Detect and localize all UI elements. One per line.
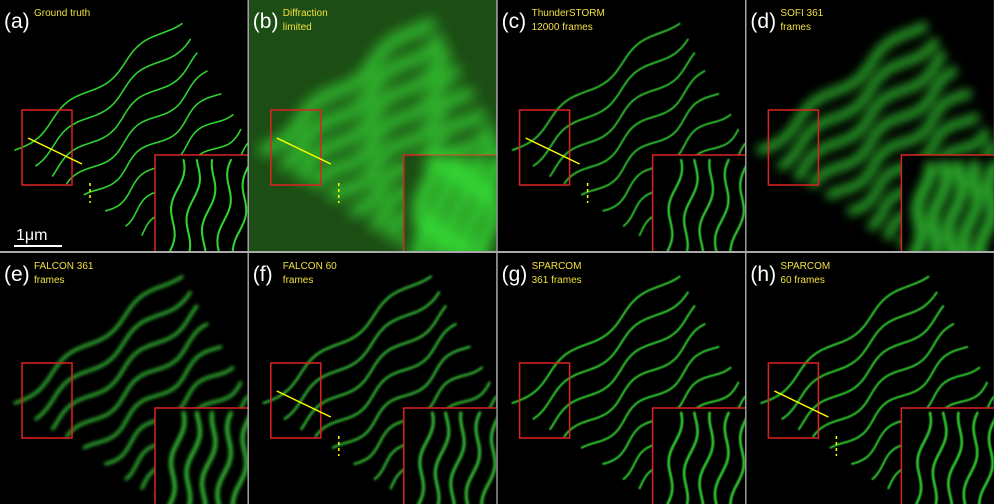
zoom-inset: [653, 155, 750, 255]
panel-caption: frames: [780, 22, 811, 33]
panel-label: (c): [502, 10, 526, 33]
panel-caption: SPARCOM: [532, 261, 582, 272]
panel: (e) FALCON 361 frames: [0, 253, 258, 504]
panel: (g) SPARCOM 361 frames: [498, 253, 756, 504]
zoom-inset: [404, 155, 501, 255]
panel-caption: limited: [283, 22, 312, 33]
zoom-inset: [155, 408, 252, 504]
panel-label: (f): [253, 263, 273, 286]
panel-label: (g): [502, 263, 528, 286]
zoom-inset: [404, 408, 501, 504]
panel-label: (a): [4, 10, 30, 33]
panel-caption: ThunderSTORM: [532, 8, 605, 19]
panel-label: (h): [750, 263, 776, 286]
panel: (b) Diffraction limited: [249, 0, 507, 255]
panel: (a) Ground truth 1μm: [0, 0, 258, 255]
panel: (h) SPARCOM 60 frames: [746, 253, 994, 504]
panel-label: (d): [750, 10, 776, 33]
panel-caption: SPARCOM: [780, 261, 830, 272]
figure: (a)Ground truth1μm(b)Diffractionlimited(…: [0, 0, 994, 504]
panel-label: (b): [253, 10, 279, 33]
panel-caption: Diffraction: [283, 8, 328, 19]
zoom-inset: [901, 408, 994, 504]
zoom-inset: [901, 155, 994, 255]
panel-caption: SOFI 361: [780, 8, 823, 19]
scale-bar-label: 1μm: [16, 227, 47, 244]
zoom-inset: [155, 155, 252, 255]
panel: (d) SOFI 361 frames: [746, 0, 994, 255]
panel: (f) FALCON 60 frames: [249, 253, 507, 504]
panel-caption: FALCON 60: [283, 261, 337, 272]
panel: (c) ThunderSTORM 12000 frames: [498, 0, 756, 255]
panel-caption: 60 frames: [780, 275, 824, 286]
panel-caption: 12000 frames: [532, 22, 593, 33]
panel-caption: Ground truth: [34, 8, 90, 19]
panel-caption: 361 frames: [532, 275, 582, 286]
panel-caption: frames: [34, 275, 65, 286]
panel-label: (e): [4, 263, 30, 286]
zoom-inset: [653, 408, 750, 504]
panel-caption: frames: [283, 275, 314, 286]
panel-caption: FALCON 361: [34, 261, 94, 272]
